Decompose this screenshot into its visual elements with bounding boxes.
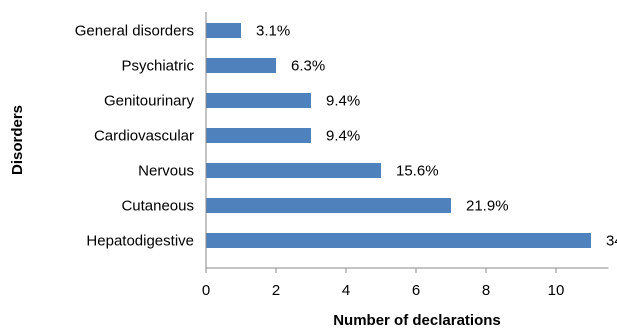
category-label: General disorders [75,23,194,40]
bar-cutaneous [206,198,451,213]
x-tick-label: 6 [412,282,420,299]
data-label: 9.4% [326,93,360,110]
x-axis-ticks: 0 2 4 6 8 10 [202,268,565,299]
bar-hepatodigestive [206,233,591,248]
x-tick-label: 8 [482,282,490,299]
data-label: 6.3% [291,58,325,75]
data-label: 21.9% [466,198,509,215]
bars-group [206,23,591,248]
category-label: Psychiatric [121,58,194,75]
category-label: Genitourinary [104,93,195,110]
category-label: Nervous [138,163,194,180]
category-labels: General disorders Psychiatric Genitourinar… [75,23,195,250]
data-labels: 3.1% 6.3% 9.4% 9.4% 15.6% 21.9% 34 [256,23,617,250]
bar-cardiovascular [206,128,311,143]
x-tick-label: 0 [202,282,210,299]
x-tick-label: 10 [548,282,565,299]
x-tick-label: 2 [272,282,280,299]
data-label: 9.4% [326,128,360,145]
y-axis-title: Disorders [9,105,26,175]
x-axis-title: Number of declarations [333,312,501,329]
data-label: 3.1% [256,23,290,40]
category-label: Cardiovascular [94,128,194,145]
category-label: Hepatodigestive [86,233,194,250]
data-label: 15.6% [396,163,439,180]
bar-psychiatric [206,58,276,73]
category-label: Cutaneous [121,198,194,215]
bar-genitourinary [206,93,311,108]
bar-nervous [206,163,381,178]
x-tick-label: 4 [342,282,350,299]
data-label: 34 [606,233,617,250]
bar-general-disorders [206,23,241,38]
